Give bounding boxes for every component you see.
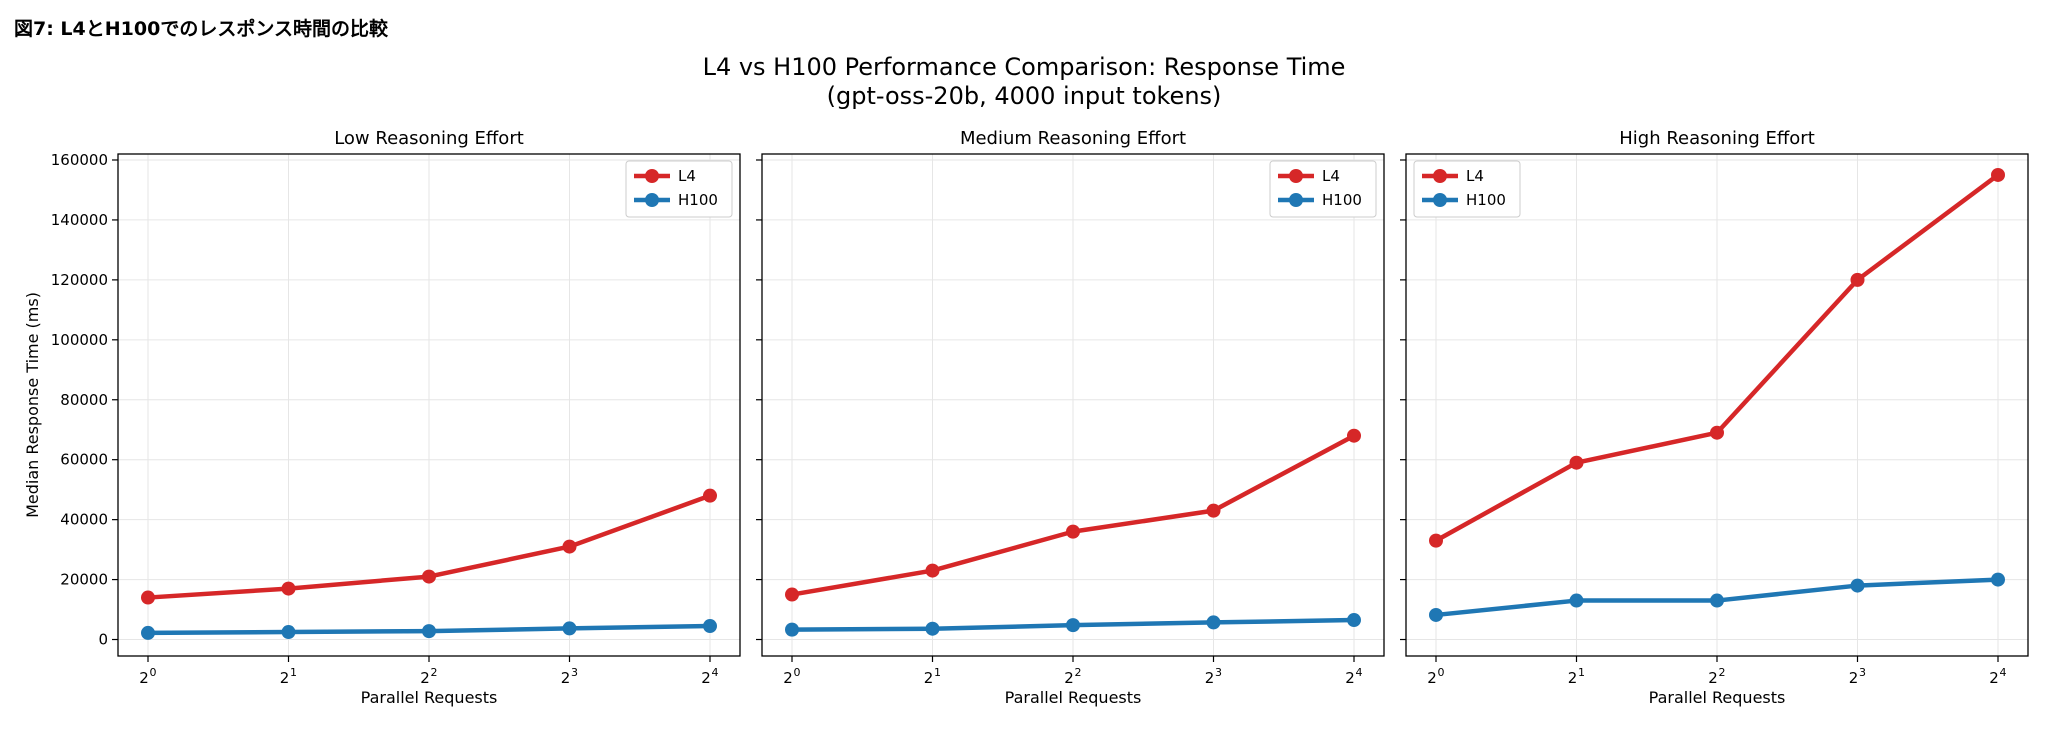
y-tick-label: 140000 xyxy=(51,211,108,229)
x-tick-label: 2 xyxy=(1064,669,1074,687)
data-point-h100 xyxy=(1066,618,1080,633)
data-point-l4 xyxy=(1710,425,1724,440)
x-tick-exponent: 4 xyxy=(2000,666,2007,679)
data-point-l4 xyxy=(562,539,577,554)
legend-marker-h100 xyxy=(1289,193,1303,207)
x-tick-exponent: 3 xyxy=(1215,666,1222,679)
x-tick-label: 2 xyxy=(1205,669,1215,687)
x-tick-exponent: 3 xyxy=(1859,666,1866,679)
data-point-l4 xyxy=(1347,428,1361,443)
x-tick-exponent: 0 xyxy=(1438,666,1445,679)
data-point-h100 xyxy=(1347,613,1361,628)
x-tick-label: 2 xyxy=(280,669,290,687)
legend: L4 H100 xyxy=(1413,160,1521,218)
data-point-l4 xyxy=(785,587,799,602)
x-tick-exponent: 4 xyxy=(712,666,719,679)
chart-title-line2: (gpt-oss-20b, 4000 input tokens) xyxy=(826,82,1222,110)
y-tick-label: 60000 xyxy=(60,451,108,469)
data-point-l4 xyxy=(422,569,436,584)
y-tick-label: 100000 xyxy=(51,331,108,349)
y-tick-label: 0 xyxy=(98,631,108,649)
x-tick-label: 2 xyxy=(1708,669,1718,687)
legend: L4 H100 xyxy=(625,160,733,218)
data-point-h100 xyxy=(562,621,577,636)
legend-label-h100: H100 xyxy=(678,191,718,209)
x-axis-label: Parallel Requests xyxy=(1005,688,1142,707)
data-point-l4 xyxy=(1569,455,1584,470)
x-tick-label: 2 xyxy=(420,669,430,687)
x-tick-exponent: 3 xyxy=(571,666,578,679)
x-tick-exponent: 0 xyxy=(150,666,157,679)
data-point-l4 xyxy=(1206,503,1221,518)
y-tick-label: 80000 xyxy=(60,391,108,409)
figure-caption: 図7: L4とH100でのレスポンス時間の比較 xyxy=(14,18,388,40)
x-tick-label: 2 xyxy=(924,669,934,687)
x-tick-label: 2 xyxy=(701,669,711,687)
x-tick-label: 2 xyxy=(1345,669,1355,687)
data-point-h100 xyxy=(1206,615,1221,630)
legend-label-l4: L4 xyxy=(1322,167,1340,185)
y-tick-label: 20000 xyxy=(60,571,108,589)
data-point-l4 xyxy=(703,488,717,503)
subplot-title: High Reasoning Effort xyxy=(1619,128,1815,149)
legend-label-l4: L4 xyxy=(678,167,696,185)
x-tick-exponent: 0 xyxy=(794,666,801,679)
x-tick-label: 2 xyxy=(1427,669,1437,687)
data-point-l4 xyxy=(925,563,940,578)
data-point-l4 xyxy=(1991,167,2005,182)
legend-marker-h100 xyxy=(645,193,659,207)
legend-marker-l4 xyxy=(1433,169,1447,183)
subplot-1: 0 20000 40000 60000 80000 100000 120000 140000 1… xyxy=(23,128,741,707)
x-tick-exponent: 2 xyxy=(1075,666,1082,679)
x-axis-label: Parallel Requests xyxy=(361,688,498,707)
data-point-h100 xyxy=(422,624,436,639)
x-tick-exponent: 1 xyxy=(934,666,941,679)
data-point-h100 xyxy=(1710,593,1724,608)
x-tick-label: 2 xyxy=(1568,669,1578,687)
data-point-h100 xyxy=(785,622,799,637)
data-point-h100 xyxy=(1569,593,1584,608)
x-tick-label: 2 xyxy=(561,669,571,687)
data-point-h100 xyxy=(1991,572,2005,587)
x-tick-label: 2 xyxy=(139,669,149,687)
legend-label-h100: H100 xyxy=(1322,191,1362,209)
data-point-l4 xyxy=(1066,524,1080,539)
x-tick-exponent: 4 xyxy=(1356,666,1363,679)
legend-marker-h100 xyxy=(1433,193,1447,207)
x-axis-label: Parallel Requests xyxy=(1649,688,1786,707)
y-tick-label: 120000 xyxy=(51,271,108,289)
x-tick-exponent: 1 xyxy=(290,666,297,679)
legend-label-l4: L4 xyxy=(1466,167,1484,185)
data-point-h100 xyxy=(1850,578,1865,593)
x-tick-label: 2 xyxy=(1989,669,1999,687)
data-point-h100 xyxy=(281,625,296,640)
y-tick-label: 40000 xyxy=(60,511,108,529)
legend-marker-l4 xyxy=(1289,169,1303,183)
data-point-l4 xyxy=(1429,533,1443,548)
data-point-h100 xyxy=(925,621,940,636)
y-tick-label: 160000 xyxy=(51,151,108,169)
data-point-l4 xyxy=(1850,272,1865,287)
x-tick-exponent: 2 xyxy=(431,666,438,679)
x-tick-exponent: 1 xyxy=(1578,666,1585,679)
legend: L4 H100 xyxy=(1269,160,1377,218)
subplot-title: Low Reasoning Effort xyxy=(334,128,524,149)
x-tick-label: 2 xyxy=(783,669,793,687)
data-point-l4 xyxy=(141,590,155,605)
data-point-h100 xyxy=(141,625,155,640)
subplot-title: Medium Reasoning Effort xyxy=(960,128,1186,149)
data-point-l4 xyxy=(281,581,296,596)
x-tick-label: 2 xyxy=(1849,669,1859,687)
x-tick-exponent: 2 xyxy=(1719,666,1726,679)
y-axis-label: Median Response Time (ms) xyxy=(23,292,42,518)
chart-title-line1: L4 vs H100 Performance Comparison: Respo… xyxy=(702,53,1346,81)
data-point-h100 xyxy=(703,619,717,634)
legend-label-h100: H100 xyxy=(1466,191,1506,209)
data-point-h100 xyxy=(1429,607,1443,622)
legend-marker-l4 xyxy=(645,169,659,183)
